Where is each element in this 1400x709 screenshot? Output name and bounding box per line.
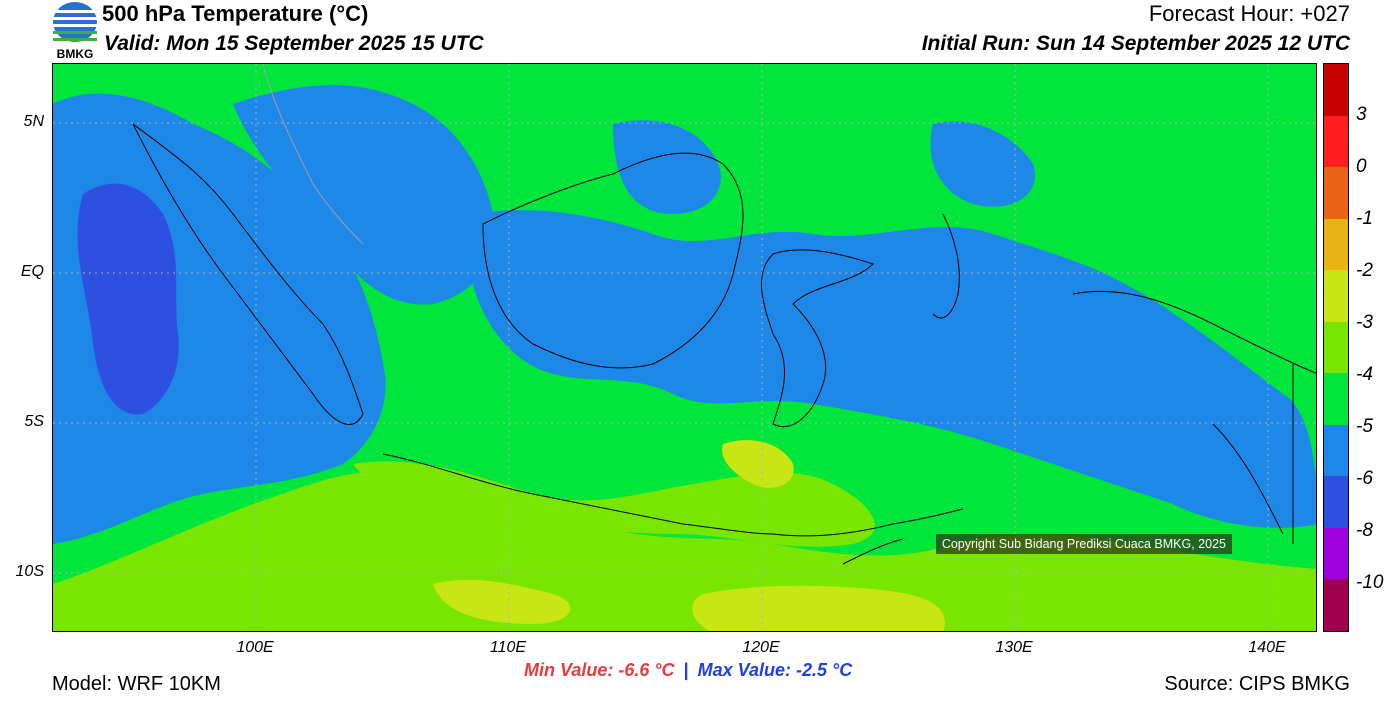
lesser-sunda-coast (772, 508, 964, 537)
coastlines (132, 64, 1316, 565)
malay-peninsula-border (262, 64, 364, 245)
temperature-map: Copyright Sub Bidang Prediksi Cuaca BMKG… (52, 63, 1317, 632)
sumatra-coast (132, 123, 364, 425)
lon-label-110e: 110E (489, 639, 527, 656)
min-max-values: Min Value: -6.6 °C | Max Value: -2.5 °C (524, 660, 852, 681)
blue-patch-north-east (930, 121, 1035, 207)
colorbar-label-minus6: -6 (1356, 468, 1373, 489)
min-max-separator: | (683, 660, 689, 680)
colorbar-label-minus8: -8 (1356, 520, 1373, 541)
borneo-coast (482, 152, 744, 369)
colorbar-segment (1324, 270, 1348, 322)
colorbar-segment (1324, 527, 1348, 580)
colorbar-label-minus3: -3 (1356, 312, 1373, 333)
logo-text: BMKG (57, 47, 94, 60)
colorbar-label-minus1: -1 (1356, 208, 1373, 229)
yellow-patch-2 (692, 585, 945, 631)
timor-coast (842, 538, 904, 565)
model-label: Model: WRF 10KM (52, 673, 221, 695)
min-value: Min Value: -6.6 °C (524, 660, 675, 680)
blue-patch-north-borneo (613, 120, 721, 214)
colorbar-segment (1324, 218, 1348, 271)
colorbar-segment (1324, 476, 1348, 528)
colorbar-segment (1324, 64, 1348, 116)
colorbar (1323, 63, 1349, 632)
valid-time: Valid: Mon 15 September 2025 15 UTC (104, 32, 484, 55)
colorbar-segment (1324, 167, 1348, 219)
forecast-hour: Forecast Hour: +027 (1148, 1, 1350, 26)
lat-label-5n: 5N (23, 113, 44, 130)
colorbar-label-3: 3 (1356, 104, 1367, 125)
logo-globe-icon (53, 2, 97, 42)
blue-region-central-east (473, 210, 1316, 528)
lon-label-130e: 130E (995, 639, 1033, 656)
colorbar-segment (1324, 115, 1348, 168)
max-value: Max Value: -2.5 °C (697, 660, 853, 680)
colorbar-segment (1324, 579, 1348, 631)
lon-label-120e: 120E (742, 639, 780, 656)
colorbar-segment (1324, 321, 1348, 374)
yellow-green-band-south (53, 471, 1316, 631)
maluku-coast (932, 213, 960, 319)
sulawesi-coast (760, 249, 874, 428)
colorbar-label-minus4: -4 (1356, 364, 1373, 385)
chart-title: 500 hPa Temperature (°C) (102, 1, 369, 26)
source-label: Source: CIPS BMKG (1164, 673, 1350, 695)
dark-blue-pocket (77, 183, 179, 415)
yellow-patch-3 (722, 440, 794, 488)
copyright-notice: Copyright Sub Bidang Prediksi Cuaca BMKG… (935, 534, 1232, 554)
lat-label-5s: 5S (24, 413, 44, 430)
lat-label-eq: EQ (20, 263, 44, 280)
colorbar-segment (1324, 424, 1348, 477)
colorbar-label-minus10: -10 (1356, 572, 1384, 593)
colorbar-label-minus2: -2 (1356, 260, 1373, 281)
initial-run: Initial Run: Sun 14 September 2025 12 UT… (921, 32, 1350, 55)
lon-label-100e: 100E (236, 639, 274, 656)
yellow-patch-1 (433, 579, 571, 624)
map-canvas (53, 64, 1316, 631)
java-coast (382, 453, 774, 535)
bmkg-logo: BMKG (53, 2, 97, 60)
colorbar-label-0: 0 (1356, 156, 1367, 177)
lon-label-140e: 140E (1248, 639, 1286, 656)
papua-coast (1072, 290, 1316, 535)
blue-region-north (233, 85, 495, 305)
colorbar-segment (1324, 373, 1348, 425)
lat-label-10s: 10S (15, 563, 44, 580)
yellow-green-patch-java (353, 461, 875, 547)
colorbar-label-minus5: -5 (1356, 416, 1373, 437)
